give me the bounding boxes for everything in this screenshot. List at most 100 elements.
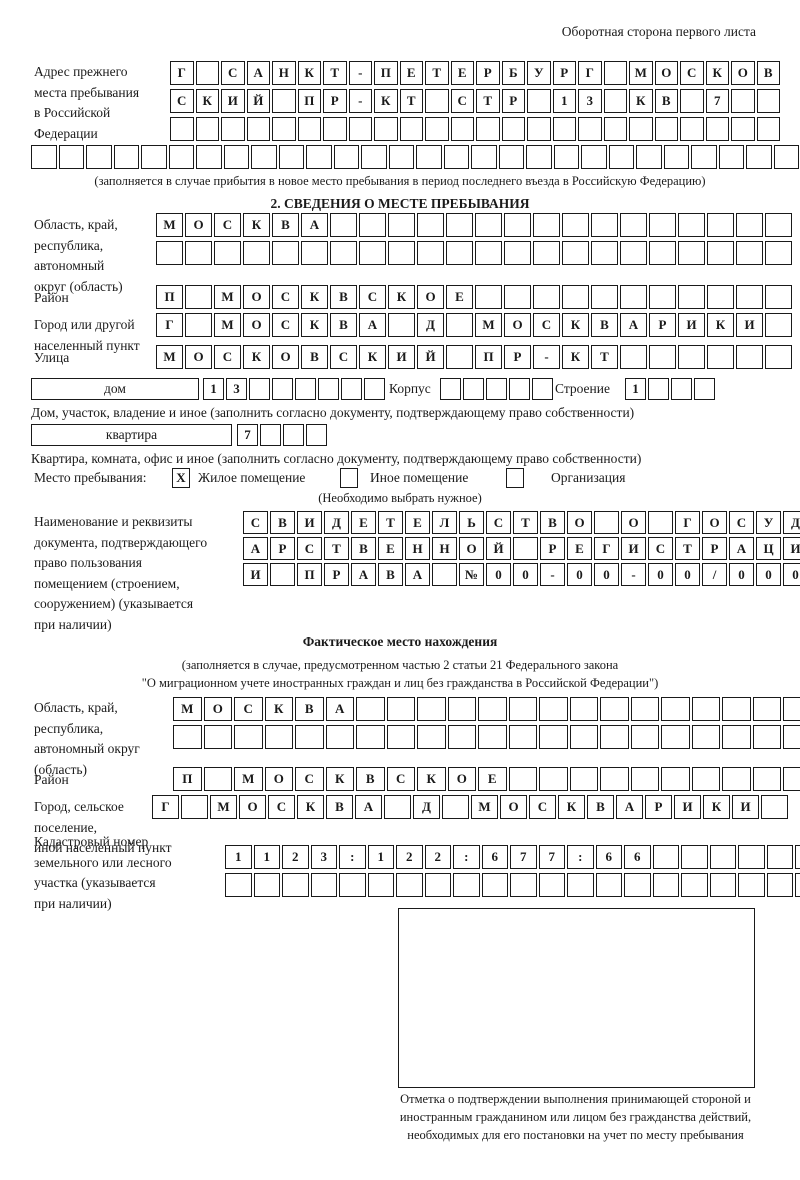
char-cell[interactable] bbox=[417, 725, 446, 749]
char-cell[interactable]: С bbox=[450, 89, 474, 113]
char-cell[interactable] bbox=[678, 285, 705, 309]
char-cell[interactable] bbox=[562, 213, 589, 237]
char-cell[interactable]: 1 bbox=[225, 845, 252, 869]
char-cell[interactable] bbox=[691, 697, 720, 721]
char-cell[interactable]: : bbox=[567, 845, 594, 869]
char-cell[interactable] bbox=[333, 145, 359, 169]
char-cell[interactable] bbox=[661, 697, 690, 721]
char-cell[interactable] bbox=[648, 378, 669, 400]
char-cell[interactable]: Е bbox=[446, 285, 473, 309]
cadastral-row-2[interactable] bbox=[225, 873, 800, 897]
char-cell[interactable] bbox=[446, 345, 473, 369]
char-cell[interactable]: М bbox=[475, 313, 502, 337]
char-cell[interactable] bbox=[504, 241, 531, 265]
char-cell[interactable]: М bbox=[214, 285, 241, 309]
char-cell[interactable]: М bbox=[629, 61, 653, 85]
char-cell[interactable]: С bbox=[648, 537, 673, 560]
char-cell[interactable] bbox=[513, 537, 538, 560]
char-cell[interactable] bbox=[272, 117, 296, 141]
char-cell[interactable] bbox=[661, 725, 690, 749]
char-cell[interactable]: - bbox=[533, 345, 560, 369]
char-cell[interactable]: 1 bbox=[552, 89, 576, 113]
char-cell[interactable] bbox=[278, 145, 304, 169]
prev-address-row-4[interactable] bbox=[31, 145, 800, 169]
char-cell[interactable] bbox=[141, 145, 167, 169]
char-cell[interactable] bbox=[264, 725, 293, 749]
char-cell[interactable] bbox=[731, 117, 755, 141]
char-cell[interactable]: 1 bbox=[203, 378, 224, 400]
char-cell[interactable] bbox=[624, 873, 651, 897]
char-cell[interactable]: С bbox=[330, 345, 357, 369]
char-cell[interactable] bbox=[330, 241, 357, 265]
char-cell[interactable] bbox=[386, 725, 415, 749]
char-cell[interactable]: С bbox=[729, 511, 754, 534]
char-cell[interactable]: О bbox=[243, 313, 270, 337]
char-cell[interactable]: Р bbox=[324, 563, 349, 586]
char-cell[interactable] bbox=[681, 845, 708, 869]
char-cell[interactable]: К bbox=[388, 285, 415, 309]
char-cell[interactable] bbox=[272, 89, 296, 113]
char-cell[interactable]: В bbox=[587, 795, 614, 819]
char-cell[interactable]: 0 bbox=[675, 563, 700, 586]
char-cell[interactable] bbox=[527, 89, 551, 113]
char-cell[interactable] bbox=[447, 725, 476, 749]
char-cell[interactable] bbox=[446, 213, 473, 237]
region-row-2[interactable] bbox=[156, 241, 794, 265]
char-cell[interactable] bbox=[595, 873, 622, 897]
char-cell[interactable] bbox=[388, 241, 415, 265]
char-cell[interactable] bbox=[364, 378, 385, 400]
char-cell[interactable]: П bbox=[475, 345, 502, 369]
char-cell[interactable] bbox=[253, 873, 280, 897]
char-cell[interactable] bbox=[649, 241, 676, 265]
char-cell[interactable]: Р bbox=[645, 795, 672, 819]
char-cell[interactable]: Г bbox=[170, 61, 194, 85]
char-cell[interactable]: Е bbox=[399, 61, 423, 85]
char-cell[interactable] bbox=[310, 873, 337, 897]
char-cell[interactable] bbox=[301, 241, 328, 265]
char-cell[interactable] bbox=[722, 725, 751, 749]
char-cell[interactable]: 0 bbox=[729, 563, 754, 586]
char-cell[interactable] bbox=[603, 117, 627, 141]
char-cell[interactable] bbox=[707, 345, 734, 369]
char-cell[interactable] bbox=[680, 89, 704, 113]
char-cell[interactable]: М bbox=[156, 345, 183, 369]
char-cell[interactable]: О bbox=[621, 511, 646, 534]
char-cell[interactable] bbox=[31, 145, 57, 169]
char-cell[interactable]: О bbox=[447, 767, 476, 791]
char-cell[interactable]: В bbox=[272, 213, 299, 237]
char-cell[interactable]: С bbox=[272, 285, 299, 309]
char-cell[interactable]: И bbox=[243, 563, 268, 586]
char-cell[interactable] bbox=[738, 845, 765, 869]
char-cell[interactable] bbox=[538, 873, 565, 897]
char-cell[interactable] bbox=[569, 725, 598, 749]
char-cell[interactable]: К bbox=[562, 313, 589, 337]
char-cell[interactable] bbox=[388, 313, 415, 337]
char-cell[interactable] bbox=[553, 145, 579, 169]
char-cell[interactable] bbox=[603, 61, 627, 85]
char-cell[interactable] bbox=[752, 697, 781, 721]
char-cell[interactable] bbox=[707, 213, 734, 237]
char-cell[interactable] bbox=[681, 873, 708, 897]
char-cell[interactable]: 3 bbox=[310, 845, 337, 869]
char-cell[interactable] bbox=[396, 873, 423, 897]
char-cell[interactable] bbox=[591, 213, 618, 237]
char-cell[interactable]: О bbox=[500, 795, 527, 819]
char-cell[interactable]: М bbox=[471, 795, 498, 819]
char-cell[interactable]: / bbox=[702, 563, 727, 586]
char-cell[interactable]: М bbox=[214, 313, 241, 337]
char-cell[interactable]: 2 bbox=[282, 845, 309, 869]
char-cell[interactable]: О bbox=[272, 345, 299, 369]
char-cell[interactable]: И bbox=[783, 537, 800, 560]
char-cell[interactable]: С bbox=[243, 511, 268, 534]
stay-option-checkbox-2[interactable] bbox=[506, 468, 524, 488]
char-cell[interactable]: С bbox=[272, 313, 299, 337]
char-cell[interactable] bbox=[630, 697, 659, 721]
char-cell[interactable]: Т bbox=[675, 537, 700, 560]
char-cell[interactable] bbox=[181, 795, 208, 819]
char-cell[interactable] bbox=[663, 145, 689, 169]
char-cell[interactable]: В bbox=[270, 511, 295, 534]
char-cell[interactable] bbox=[399, 117, 423, 141]
char-cell[interactable]: 0 bbox=[567, 563, 592, 586]
